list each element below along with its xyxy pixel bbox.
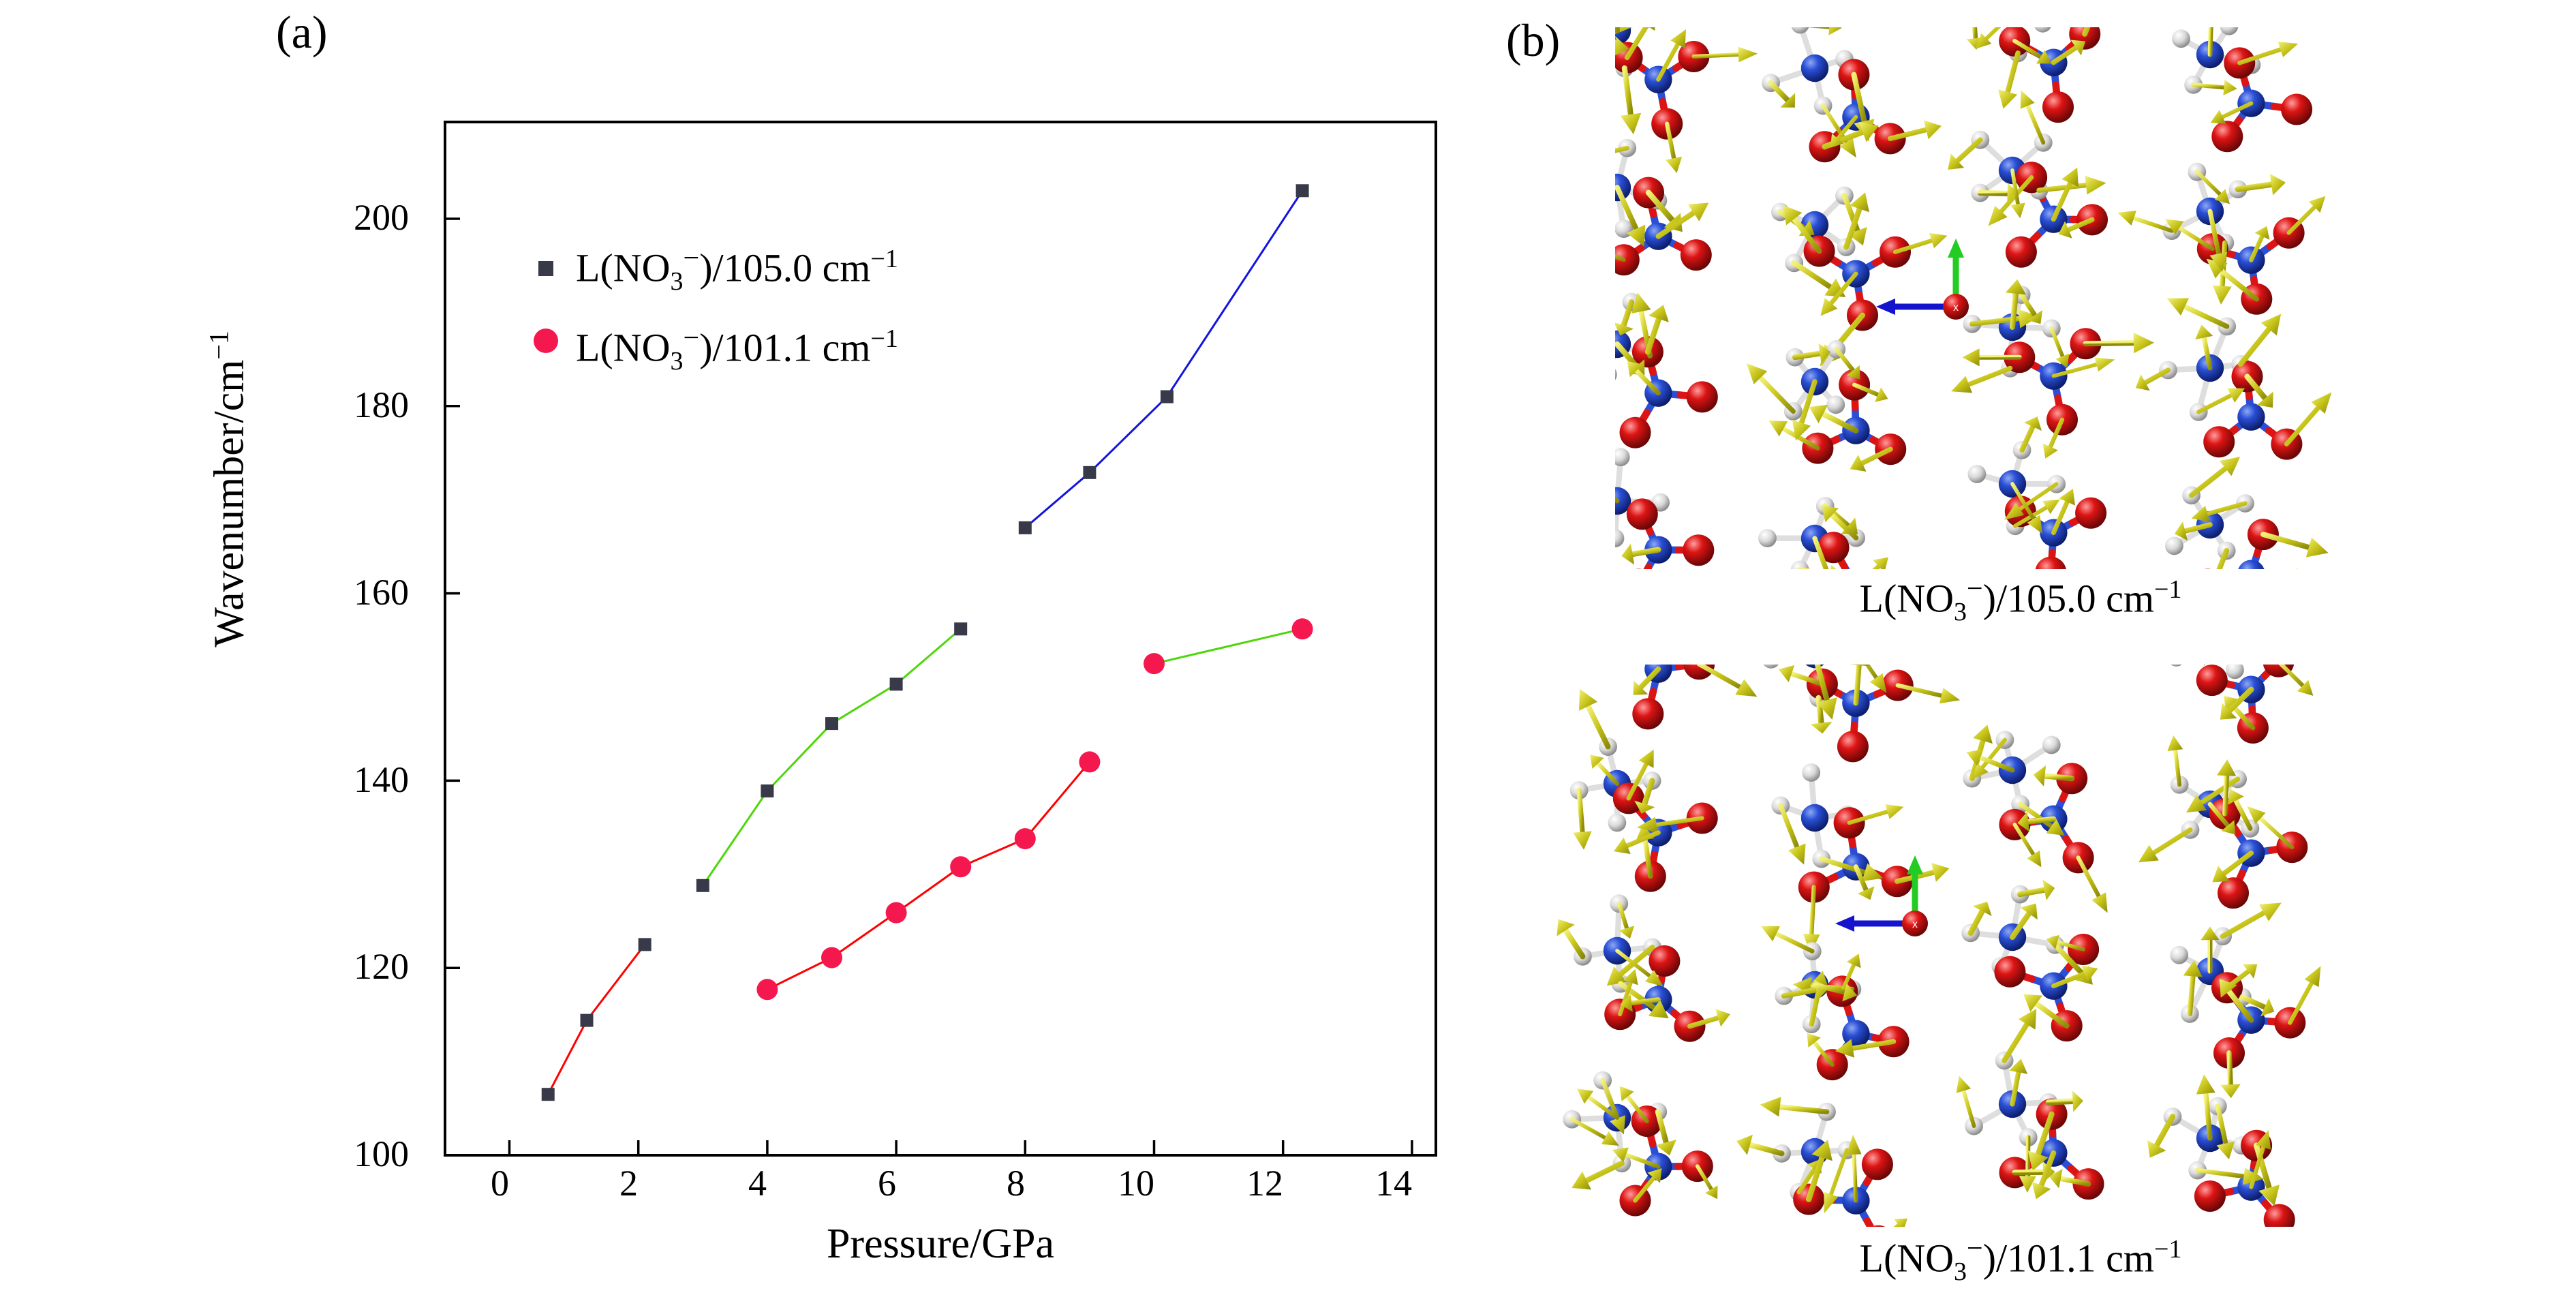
svg-text:x: x <box>1953 302 1959 314</box>
svg-text:x: x <box>1912 919 1918 930</box>
